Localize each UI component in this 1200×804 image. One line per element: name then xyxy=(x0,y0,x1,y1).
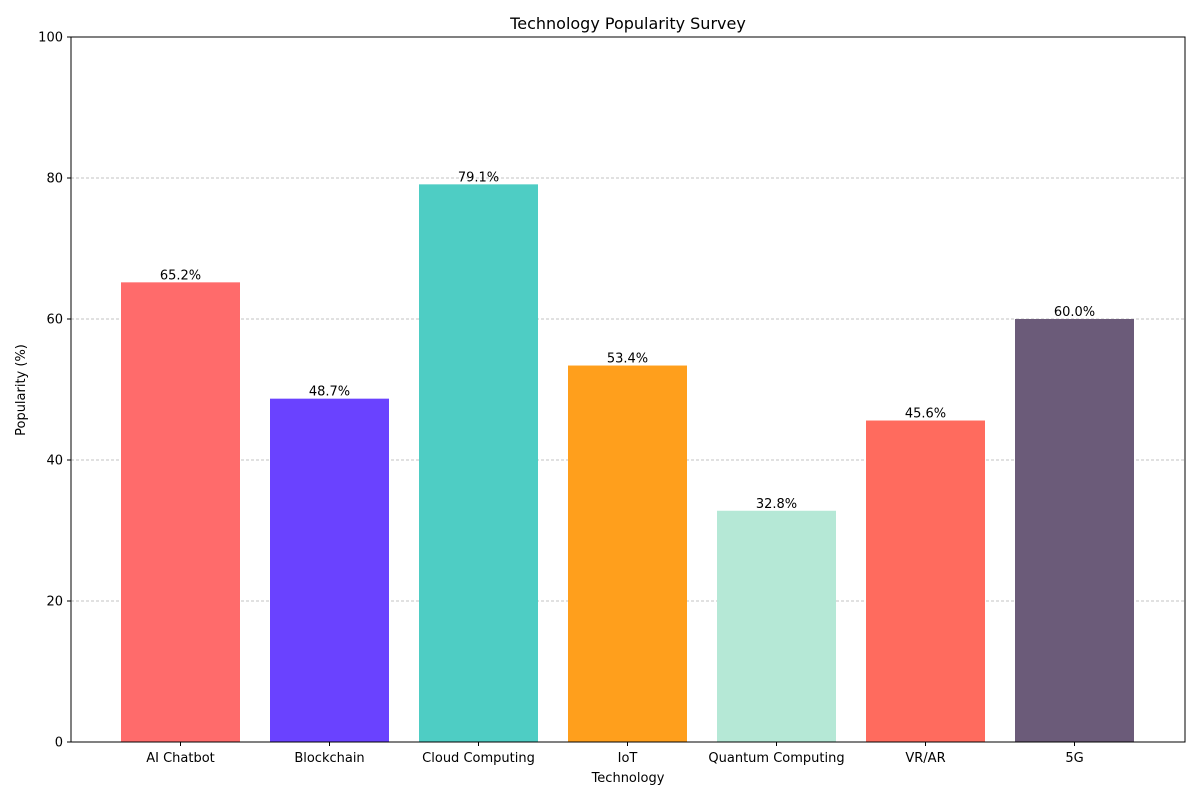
bar xyxy=(717,510,836,742)
bars xyxy=(121,184,1134,743)
bar-value-label: 48.7% xyxy=(309,385,350,400)
x-tick-label: 5G xyxy=(1065,751,1083,766)
bar-value-label: 32.8% xyxy=(756,497,797,512)
x-tick-label: VR/AR xyxy=(905,751,945,766)
chart-title: Technology Popularity Survey xyxy=(509,14,746,33)
x-tick-label: IoT xyxy=(618,751,638,766)
bar xyxy=(419,184,538,743)
bar-value-labels: 65.2% 48.7% 79.1% 53.4% 32.8% 45.6% 60.0% xyxy=(160,170,1095,511)
y-tick-label: 100 xyxy=(38,31,63,46)
y-tick-label: 80 xyxy=(46,172,63,187)
bar-value-label: 79.1% xyxy=(458,170,499,185)
y-axis-ticks: 0 20 40 60 80 100 xyxy=(38,31,71,751)
y-tick-label: 40 xyxy=(46,454,63,469)
bar xyxy=(568,365,687,742)
bar-value-label: 65.2% xyxy=(160,268,201,283)
bar-value-label: 53.4% xyxy=(607,352,648,367)
y-axis-label: Popularity (%) xyxy=(14,344,29,436)
y-tick-label: 60 xyxy=(46,313,63,328)
y-tick-label: 20 xyxy=(46,595,63,610)
x-tick-label: Blockchain xyxy=(294,751,364,766)
bar xyxy=(270,398,389,742)
x-tick-label: AI Chatbot xyxy=(146,751,215,766)
bar xyxy=(1015,319,1134,742)
bar xyxy=(121,282,240,742)
x-tick-label: Quantum Computing xyxy=(708,751,844,766)
x-axis-ticks: AI Chatbot Blockchain Cloud Computing IoT Qu… xyxy=(146,742,1084,766)
x-tick-label: Cloud Computing xyxy=(422,751,535,766)
bar-value-label: 60.0% xyxy=(1054,305,1095,320)
bar xyxy=(866,420,985,742)
x-axis-label: Technology xyxy=(591,771,665,786)
bar-value-label: 45.6% xyxy=(905,407,946,422)
y-tick-label: 0 xyxy=(55,736,63,751)
